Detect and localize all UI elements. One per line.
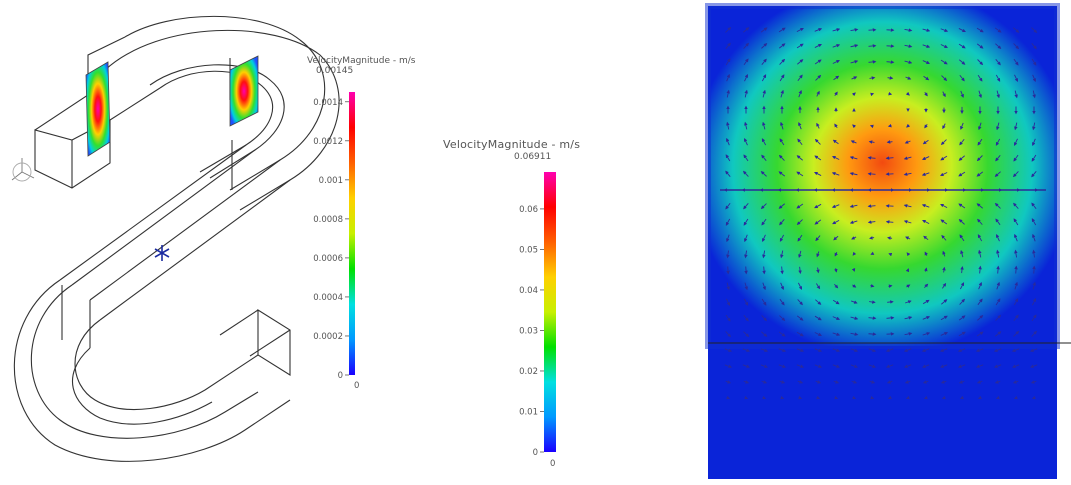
velocity-vector — [889, 94, 891, 95]
left-legend-min: 0 — [354, 381, 359, 391]
middle-legend-tick-label: 0.06 — [519, 205, 538, 215]
middle-legend-title: VelocityMagnitude - m/s — [443, 138, 580, 151]
channel-geometry-svg: VelocityMagnitude - m/s 0.00145 0.00140.… — [0, 0, 420, 481]
velocity-contour — [708, 6, 1057, 346]
marker-asterisk-icon — [155, 245, 169, 261]
velocity-vector — [869, 206, 876, 207]
velocity-vector — [887, 222, 894, 223]
left-legend-tick-label: 0.0008 — [313, 215, 343, 225]
middle-legend-tick-label: 0 — [533, 448, 538, 458]
velocity-field-svg — [680, 0, 1071, 481]
velocity-vector — [887, 62, 894, 63]
velocity-vector — [888, 286, 891, 287]
velocity-vector — [869, 174, 876, 175]
velocity-vector — [889, 126, 891, 127]
left-colorbar — [349, 92, 355, 375]
middle-legend-tick-label: 0.02 — [519, 367, 538, 377]
middle-legend-ticks: 0.06 0.05 0.04 0.03 0.02 0.01 0 — [519, 205, 544, 458]
velocity-vector — [889, 254, 891, 255]
left-legend-max: 0.00145 — [316, 66, 353, 76]
left-legend-tick-label: 0.0014 — [313, 98, 343, 108]
outlet-slice — [230, 56, 258, 126]
middle-legend-tick-label: 0.03 — [519, 326, 538, 336]
middle-legend-tick-label: 0.05 — [519, 245, 538, 255]
left-legend-tick-label: 0.0012 — [313, 137, 343, 147]
velocity-vector — [869, 46, 876, 47]
left-legend-title: VelocityMagnitude - m/s — [307, 56, 416, 66]
velocity-legend-panel: VelocityMagnitude - m/s 0.06911 0.06 0.05… — [420, 0, 680, 481]
middle-legend-min: 0 — [550, 459, 555, 469]
velocity-vector — [888, 142, 893, 143]
velocity-vector — [888, 78, 893, 79]
velocity-vector — [1016, 267, 1017, 274]
left-legend-tick-label: 0.0004 — [313, 293, 343, 303]
velocity-vector — [869, 334, 876, 335]
channel-outline — [14, 16, 339, 461]
middle-legend-tick-label: 0.04 — [519, 286, 538, 296]
axis-triad-icon — [12, 158, 34, 181]
left-legend-tick-label: 0 — [338, 371, 343, 381]
velocity-vector — [998, 267, 999, 274]
left-legend-tick-label: 0.0002 — [313, 332, 343, 342]
velocity-vector — [887, 318, 894, 319]
left-legend-ticks: 0.0014 0.0012 0.001 0.0008 0.0006 0.0004 0.000… — [313, 98, 349, 381]
inlet-slice — [86, 62, 110, 156]
left-velocity-legend: VelocityMagnitude - m/s 0.00145 0.00140.… — [307, 56, 416, 391]
left-legend-tick-label: 0.0006 — [313, 254, 343, 264]
velocity-vector — [764, 267, 765, 274]
left-legend-tick-label: 0.001 — [319, 176, 343, 186]
velocity-vector — [887, 302, 893, 303]
middle-legend-svg: VelocityMagnitude - m/s 0.06911 0.06 0.05… — [420, 0, 680, 481]
velocity-vector — [887, 158, 894, 159]
middle-legend-max: 0.06911 — [514, 152, 551, 162]
middle-colorbar — [544, 172, 556, 452]
velocity-vector — [888, 238, 892, 239]
velocity-field-view — [680, 0, 1071, 481]
middle-legend-tick-label: 0.01 — [519, 407, 538, 417]
velocity-vector — [746, 267, 747, 274]
